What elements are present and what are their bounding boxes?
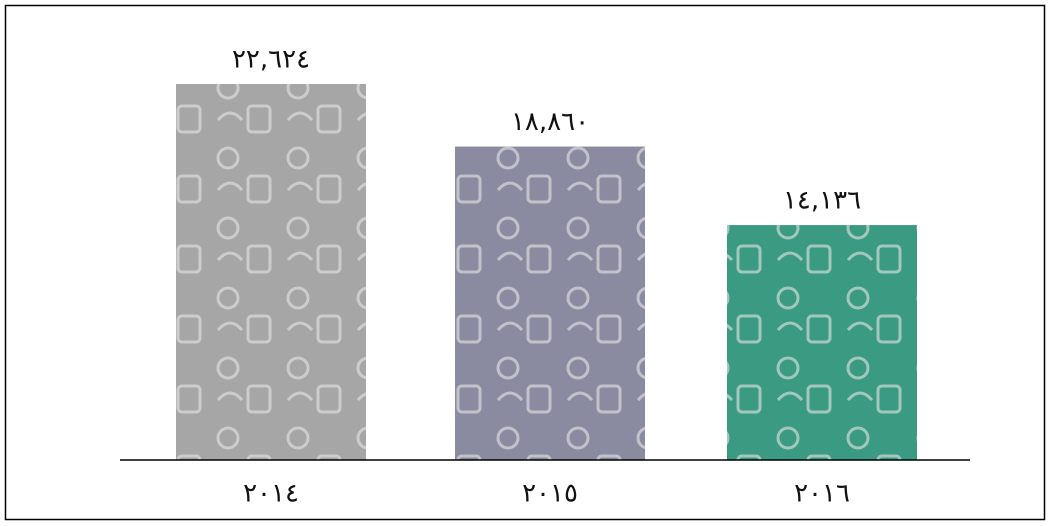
plot-area xyxy=(176,84,917,461)
x-tick-label: ٢٠١٤ xyxy=(243,479,299,509)
bar-texture xyxy=(455,146,645,461)
value-label: ٢٢,٦٢٤ xyxy=(232,45,310,75)
value-label: ١٤,١٣٦ xyxy=(783,186,861,216)
bar-texture xyxy=(176,84,366,460)
x-tick-label: ٢٠١٦ xyxy=(794,479,850,509)
x-tick-label: ٢٠١٥ xyxy=(522,479,578,509)
bar-texture xyxy=(727,225,917,460)
value-label: ١٨,٨٦٠ xyxy=(511,107,589,137)
